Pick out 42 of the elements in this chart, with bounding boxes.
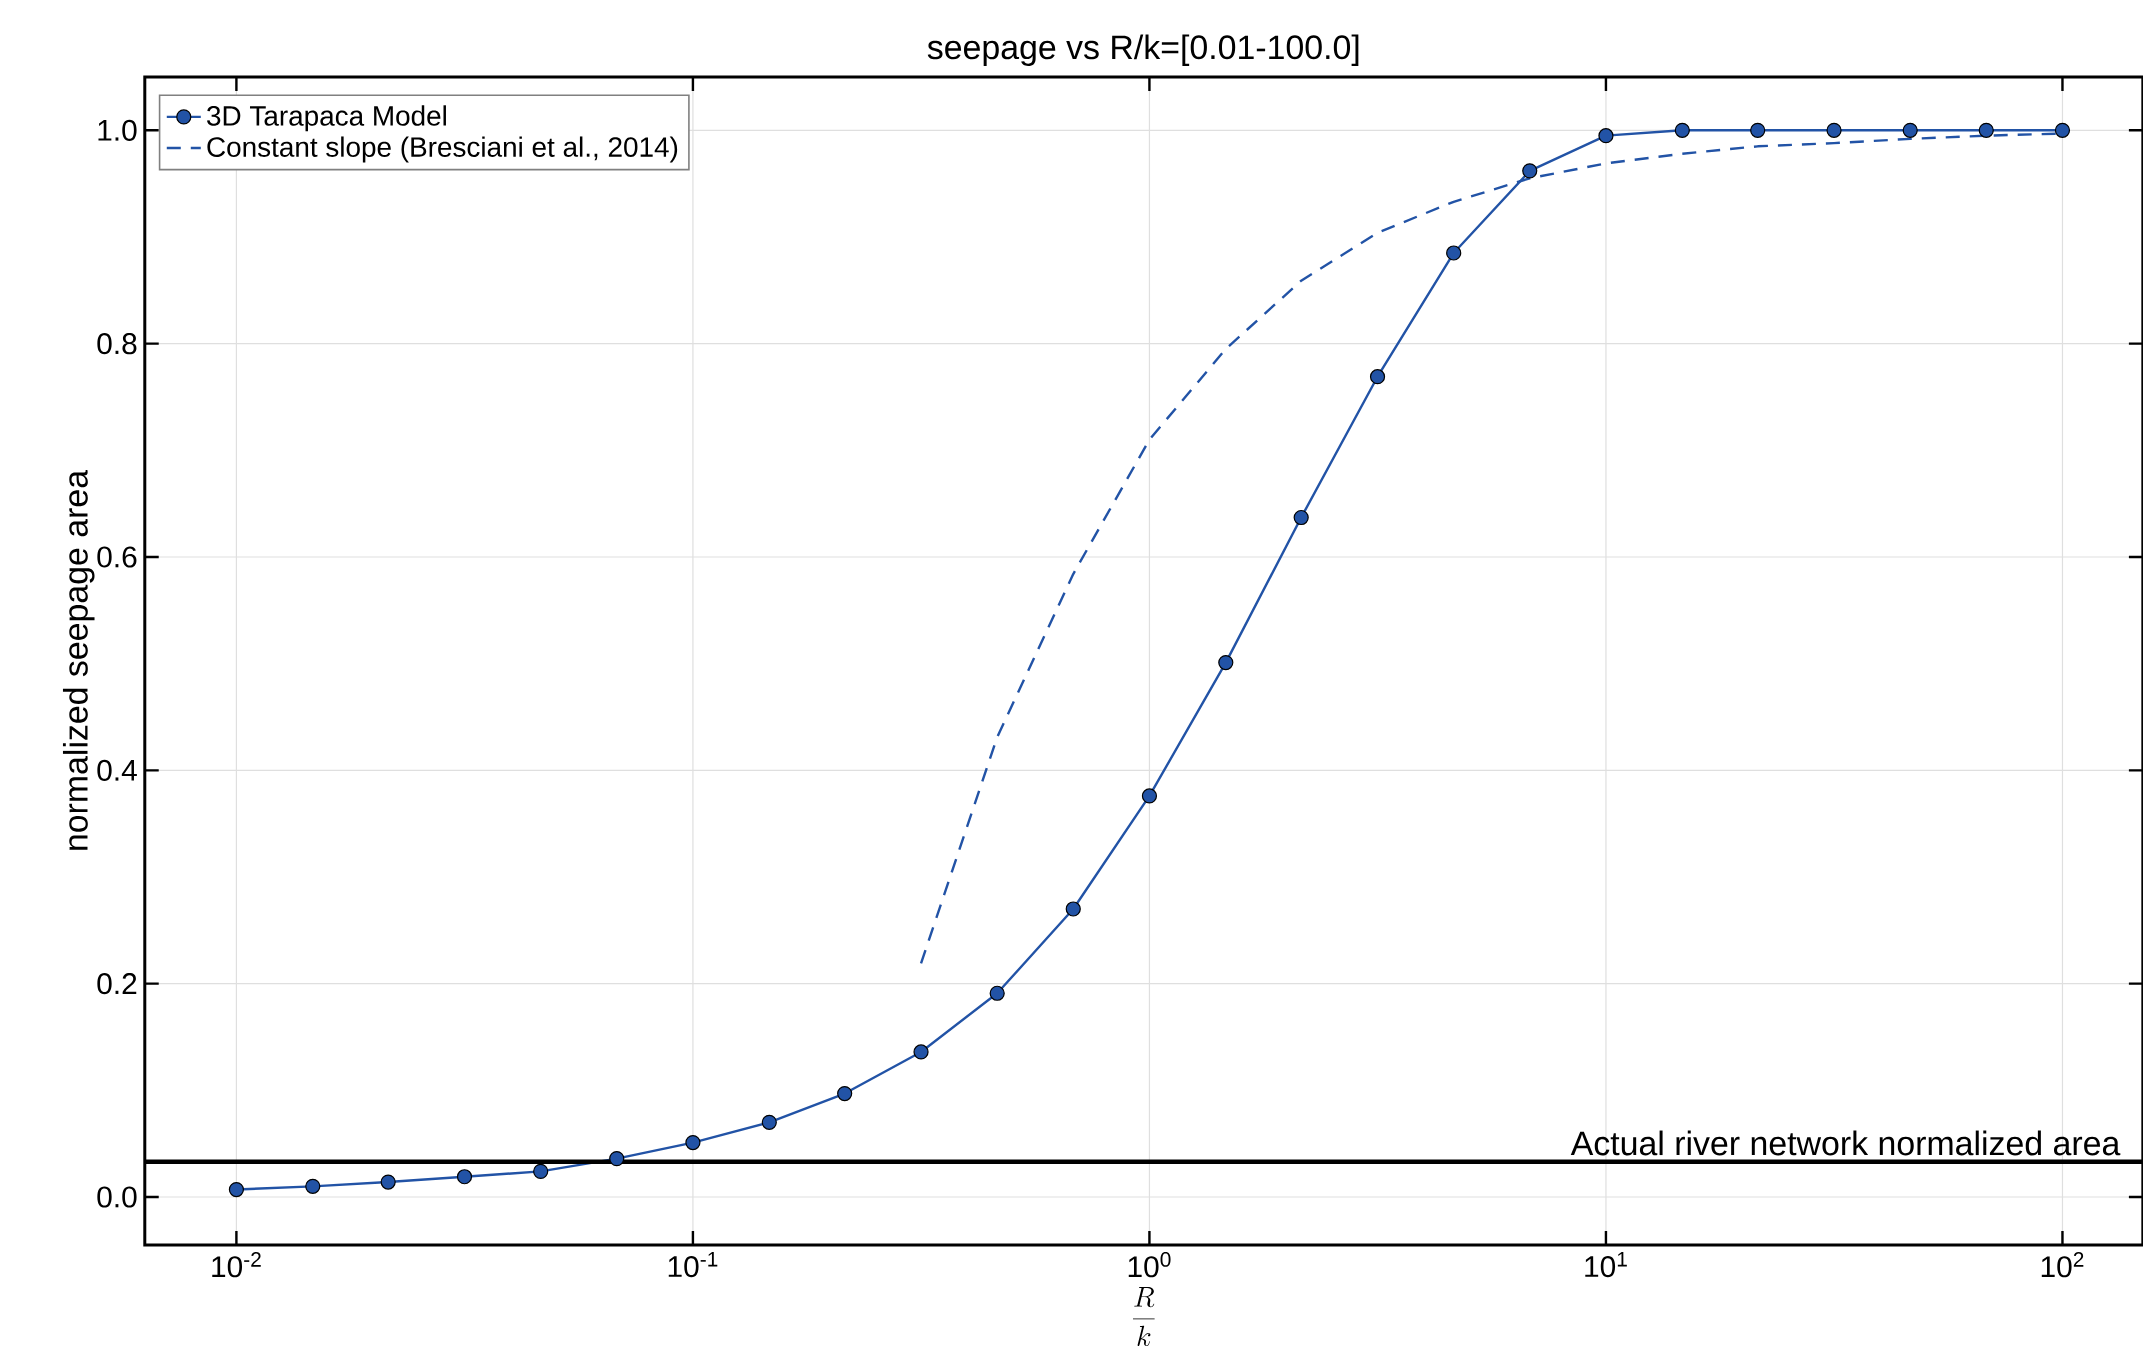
point xyxy=(913,1044,929,1060)
point xyxy=(1750,122,1766,138)
point xyxy=(1902,122,1918,138)
point xyxy=(1218,654,1234,671)
legend-label: Constant slope (Bresciani et al., 2014) xyxy=(207,136,678,163)
point xyxy=(685,1135,701,1151)
point xyxy=(305,1178,321,1194)
legend-label: 3D Tarapaca Model xyxy=(207,105,446,132)
point xyxy=(1674,122,1690,138)
x-tick-label: 10$^{0}$ xyxy=(1128,1252,1171,1278)
x-tick-label: 10$^{2}$ xyxy=(2041,1252,2084,1278)
chart-title: seepage vs R/k=[0.01-100.0] xyxy=(927,34,1359,66)
y-tick-label: 0.4 xyxy=(97,759,137,781)
x-tick-label: 10$^{1}$ xyxy=(1585,1252,1627,1278)
y-tick-label: 0.8 xyxy=(97,333,137,355)
x-tick-label: 10$^{-2}$ xyxy=(212,1252,261,1278)
point xyxy=(1598,128,1614,144)
point xyxy=(837,1085,853,1102)
x-tick-label: 10$^{-1}$ xyxy=(668,1252,718,1278)
y-tick-label: 0.2 xyxy=(97,973,137,995)
point xyxy=(989,985,1005,1001)
point xyxy=(1522,163,1538,179)
point xyxy=(609,1151,625,1167)
y-axis-title: normalized seepage area xyxy=(62,469,95,850)
y-tick-label: 0.0 xyxy=(97,1186,137,1208)
ref-line-label: Actual river network normalized area xyxy=(1570,1130,2121,1156)
point xyxy=(1141,788,1158,804)
y-tick-label: 1.0 xyxy=(98,119,137,141)
point xyxy=(2054,122,2071,138)
point xyxy=(1369,369,1386,385)
point xyxy=(228,1181,245,1198)
point xyxy=(380,1174,396,1190)
point xyxy=(1293,509,1309,526)
point xyxy=(533,1163,549,1179)
x-axis-title: $\frac{R}{k}$ xyxy=(1133,1287,1155,1347)
y-tick-label: 0.6 xyxy=(97,546,137,568)
point xyxy=(1826,122,1842,138)
point xyxy=(1978,122,1994,138)
point xyxy=(1065,901,1081,917)
point xyxy=(456,1169,473,1185)
point xyxy=(761,1114,777,1130)
point xyxy=(1446,245,1462,261)
